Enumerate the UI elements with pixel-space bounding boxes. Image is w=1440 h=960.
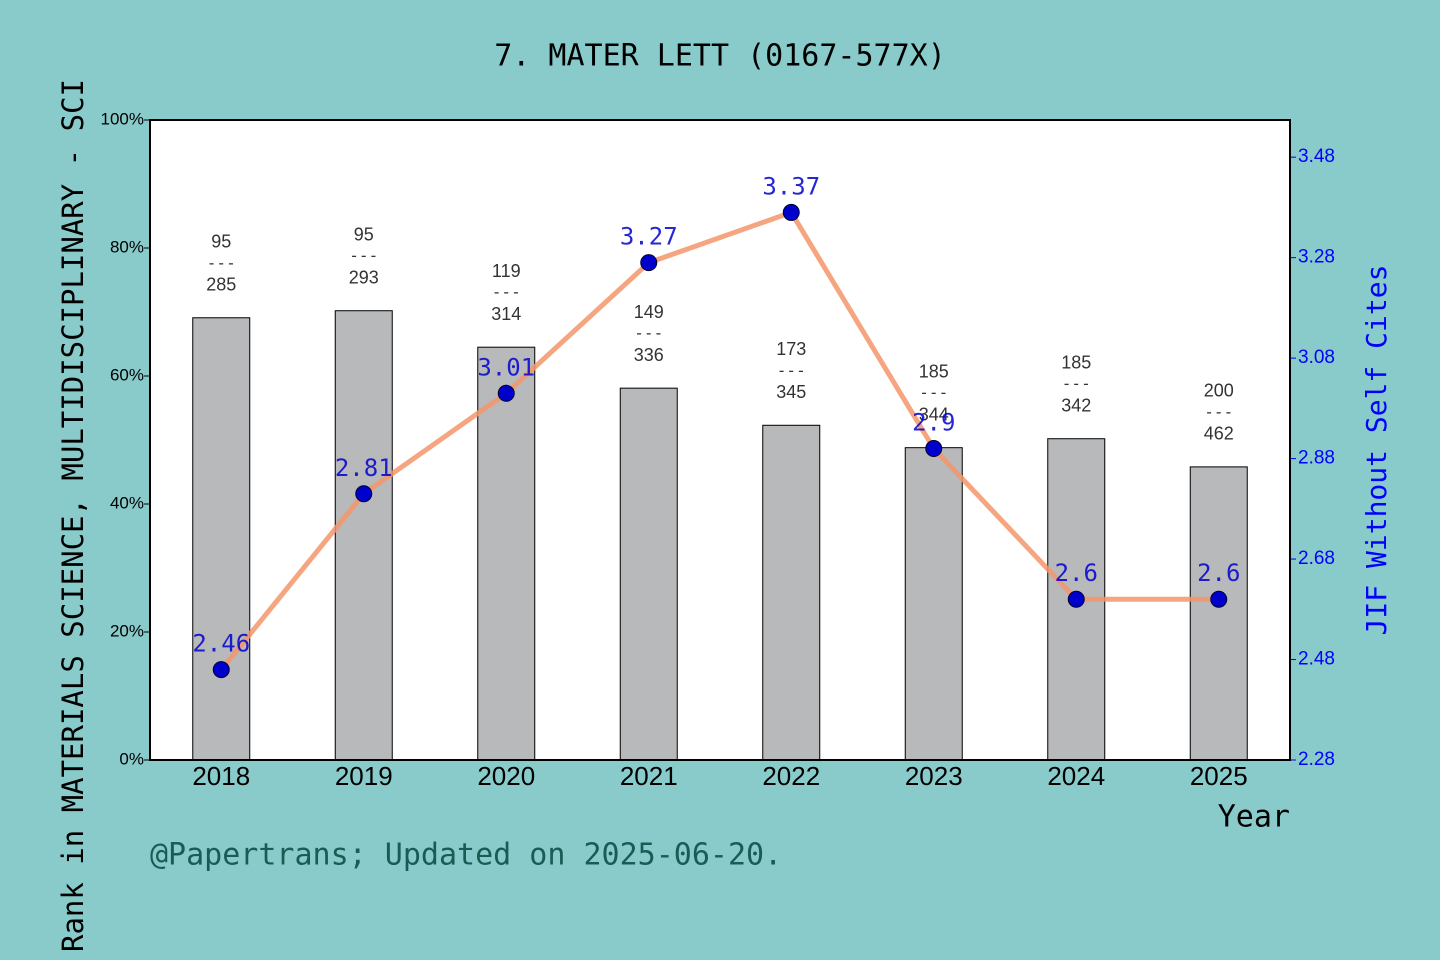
marker — [1210, 590, 1228, 608]
rank-label: 173 — [776, 339, 806, 359]
marker — [497, 384, 515, 402]
x-tick-label: 2024 — [1047, 761, 1105, 791]
line — [219, 209, 1219, 672]
y-axis-label: Rank in MATERIALS SCIENCE, MULTIDISCIPLI… — [56, 79, 90, 952]
x-axis-label: Year — [1218, 800, 1290, 835]
rank-separator: --- — [1204, 402, 1233, 421]
footer: @Papertrans; Updated on 2025-06-20. — [150, 838, 782, 873]
rank-label: 185 — [919, 361, 949, 381]
y2-tick-label: 2.68 — [1298, 548, 1335, 569]
bar — [1189, 466, 1248, 761]
total-label: 293 — [349, 267, 379, 287]
rank-separator: --- — [777, 361, 806, 380]
x-tick-label: 2018 — [192, 761, 250, 791]
plot-frame — [149, 119, 1291, 761]
marker — [925, 440, 943, 458]
marker — [782, 203, 800, 221]
total-label: 342 — [1061, 395, 1091, 415]
rank-label: 119 — [492, 261, 521, 281]
rank-separator: --- — [634, 324, 663, 343]
value-label: 2.46 — [192, 630, 250, 658]
value-label: 3.37 — [762, 172, 820, 200]
marker — [1067, 590, 1085, 608]
y-tick-label: 100% — [101, 109, 144, 128]
y-tick-label: 80% — [110, 237, 144, 256]
value-label: 2.6 — [1197, 559, 1240, 587]
rank-separator: --- — [492, 283, 521, 302]
y2-tick-label: 2.48 — [1298, 649, 1335, 670]
y2-axis-label: JIF Without Self Cites — [1360, 265, 1393, 636]
bar — [762, 424, 821, 761]
total-label: 345 — [776, 382, 806, 402]
rank-label: 149 — [634, 302, 664, 322]
value-label: 3.01 — [477, 353, 535, 381]
marker — [640, 254, 658, 272]
y-tick-label: 20% — [110, 621, 144, 640]
rank-separator: --- — [349, 246, 378, 265]
total-label: 336 — [634, 345, 664, 365]
rank-label: 185 — [1061, 352, 1091, 372]
x-tick-label: 2019 — [335, 761, 393, 791]
bar — [904, 447, 963, 761]
marker — [212, 661, 230, 679]
x-tick-label: 2020 — [477, 761, 535, 791]
x-tick-label: 2023 — [905, 761, 963, 791]
marker — [355, 485, 373, 503]
x-tick-label: 2025 — [1190, 761, 1248, 791]
total-label: 344 — [919, 404, 949, 424]
bar — [192, 317, 251, 761]
total-label: 285 — [206, 275, 236, 295]
bar — [334, 310, 393, 761]
x-tick-label: 2021 — [620, 761, 678, 791]
y2-tick-label: 3.28 — [1298, 247, 1335, 268]
bar — [619, 387, 678, 761]
y2-tick-label: 3.48 — [1298, 146, 1335, 167]
total-label: 314 — [491, 304, 521, 324]
bar — [477, 346, 536, 761]
rank-label: 95 — [211, 232, 231, 252]
rank-label: 95 — [354, 224, 374, 244]
y-tick-label: 60% — [110, 365, 144, 384]
y-tick-label: 40% — [110, 493, 144, 512]
value-label: 2.9 — [912, 409, 955, 437]
value-label: 2.81 — [335, 454, 393, 482]
total-label: 462 — [1204, 424, 1234, 444]
y2-tick-label: 3.08 — [1298, 347, 1335, 368]
rank-separator: --- — [919, 383, 948, 402]
chart-title: 7. MATER LETT (0167-577X) — [494, 39, 946, 74]
y-tick-label: 0% — [119, 749, 144, 768]
y2-tick-label: 2.88 — [1298, 448, 1335, 469]
plot-area — [150, 120, 1290, 760]
y2-tick-label: 2.28 — [1298, 749, 1335, 770]
rank-separator: --- — [1062, 374, 1091, 393]
value-label: 2.6 — [1055, 559, 1098, 587]
rank-label: 200 — [1204, 381, 1234, 401]
rank-separator: --- — [207, 253, 236, 272]
value-label: 3.27 — [620, 223, 678, 251]
x-tick-label: 2022 — [762, 761, 820, 791]
